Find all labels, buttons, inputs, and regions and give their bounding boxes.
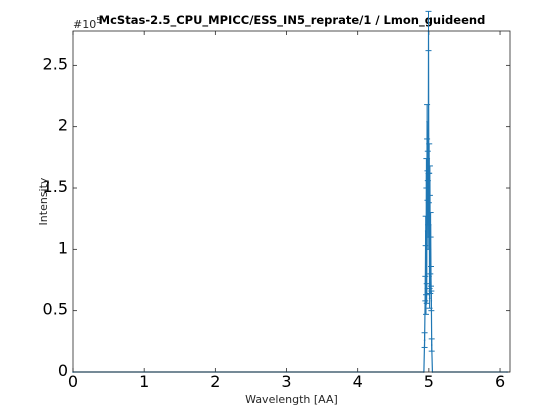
- x-tick-label: 2: [210, 372, 220, 391]
- data-point: [425, 172, 428, 175]
- series-line: [73, 30, 508, 373]
- x-axis-label: Wavelength [AA]: [245, 393, 338, 406]
- x-tick-label: 4: [353, 372, 363, 391]
- data-point: [430, 275, 432, 278]
- data-series: [72, 30, 508, 373]
- y-tick-label: 0.5: [43, 300, 68, 319]
- x-tick-label: 0: [68, 372, 78, 391]
- y-tick-label: 2: [58, 116, 68, 135]
- data-point: [423, 339, 426, 341]
- data-point: [425, 303, 427, 306]
- y-tick-label: 2.5: [43, 54, 68, 73]
- data-point: [424, 287, 427, 290]
- plot-frame: [72, 30, 511, 373]
- chart-title: McStas-2.5_CPU_MPICC/ESS_IN5_reprate/1 /…: [98, 13, 486, 27]
- data-point: [426, 165, 429, 167]
- data-point: [429, 282, 432, 285]
- data-point: [425, 292, 428, 295]
- y-exponent-label: #105: [73, 16, 102, 31]
- data-point: [426, 120, 428, 123]
- y-axis-label: Intensity: [37, 177, 50, 225]
- y-tick-label: 1.5: [43, 177, 68, 196]
- data-point: [428, 297, 431, 300]
- data-point: [430, 344, 433, 346]
- data-point: [429, 179, 431, 182]
- data-point: [429, 224, 432, 226]
- y-tick-label: 0: [58, 361, 68, 380]
- data-point: [428, 187, 430, 189]
- data-point: [427, 236, 429, 238]
- x-tick-label: 3: [281, 372, 291, 391]
- x-tick-label: 1: [139, 372, 149, 391]
- x-tick-label: 5: [424, 372, 434, 391]
- data-point: [424, 230, 427, 232]
- data-point: [426, 184, 429, 187]
- axis-ticks: 0 1 2 3 4 5 6 0 0.5 1 1.5 2 2.5: [43, 31, 510, 391]
- data-point: [430, 300, 433, 302]
- x-tick-label: 6: [495, 372, 505, 391]
- data-point: [428, 157, 431, 160]
- y-tick-label: 1: [58, 238, 68, 257]
